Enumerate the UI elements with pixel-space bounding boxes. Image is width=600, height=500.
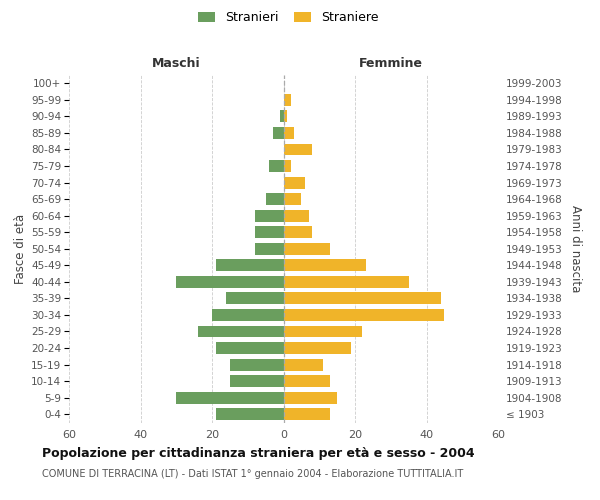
Bar (226, 292, 284, 304)
Bar (215, 260, 284, 272)
Bar (284, 160, 290, 172)
Bar (284, 110, 287, 122)
Bar (255, 210, 284, 222)
Bar (284, 243, 330, 254)
Bar (215, 342, 284, 354)
Bar (273, 127, 284, 139)
Bar (230, 375, 284, 387)
Text: Femmine: Femmine (359, 57, 423, 70)
Text: Maschi: Maschi (152, 57, 200, 70)
Bar (284, 144, 312, 156)
Legend: Stranieri, Straniere: Stranieri, Straniere (193, 6, 383, 29)
Bar (284, 375, 330, 387)
Bar (284, 276, 409, 288)
Bar (284, 226, 312, 238)
Bar (198, 326, 284, 338)
Bar (215, 408, 284, 420)
Bar (176, 276, 284, 288)
Text: Popolazione per cittadinanza straniera per età e sesso - 2004: Popolazione per cittadinanza straniera p… (42, 448, 475, 460)
Bar (176, 392, 284, 404)
Bar (284, 342, 352, 354)
Bar (284, 210, 308, 222)
Bar (284, 260, 366, 272)
Text: COMUNE DI TERRACINA (LT) - Dati ISTAT 1° gennaio 2004 - Elaborazione TUTTITALIA.: COMUNE DI TERRACINA (LT) - Dati ISTAT 1°… (42, 469, 463, 479)
Bar (284, 358, 323, 370)
Y-axis label: Fasce di età: Fasce di età (14, 214, 27, 284)
Bar (284, 127, 294, 139)
Bar (230, 358, 284, 370)
Bar (255, 243, 284, 254)
Bar (266, 193, 284, 205)
Bar (284, 193, 301, 205)
Bar (284, 176, 305, 188)
Bar (284, 94, 290, 106)
Bar (280, 110, 284, 122)
Bar (284, 408, 330, 420)
Bar (269, 160, 284, 172)
Bar (284, 392, 337, 404)
Bar (284, 292, 441, 304)
Bar (212, 309, 284, 321)
Y-axis label: Anni di nascita: Anni di nascita (569, 205, 582, 292)
Bar (284, 309, 445, 321)
Bar (284, 326, 362, 338)
Bar (255, 226, 284, 238)
